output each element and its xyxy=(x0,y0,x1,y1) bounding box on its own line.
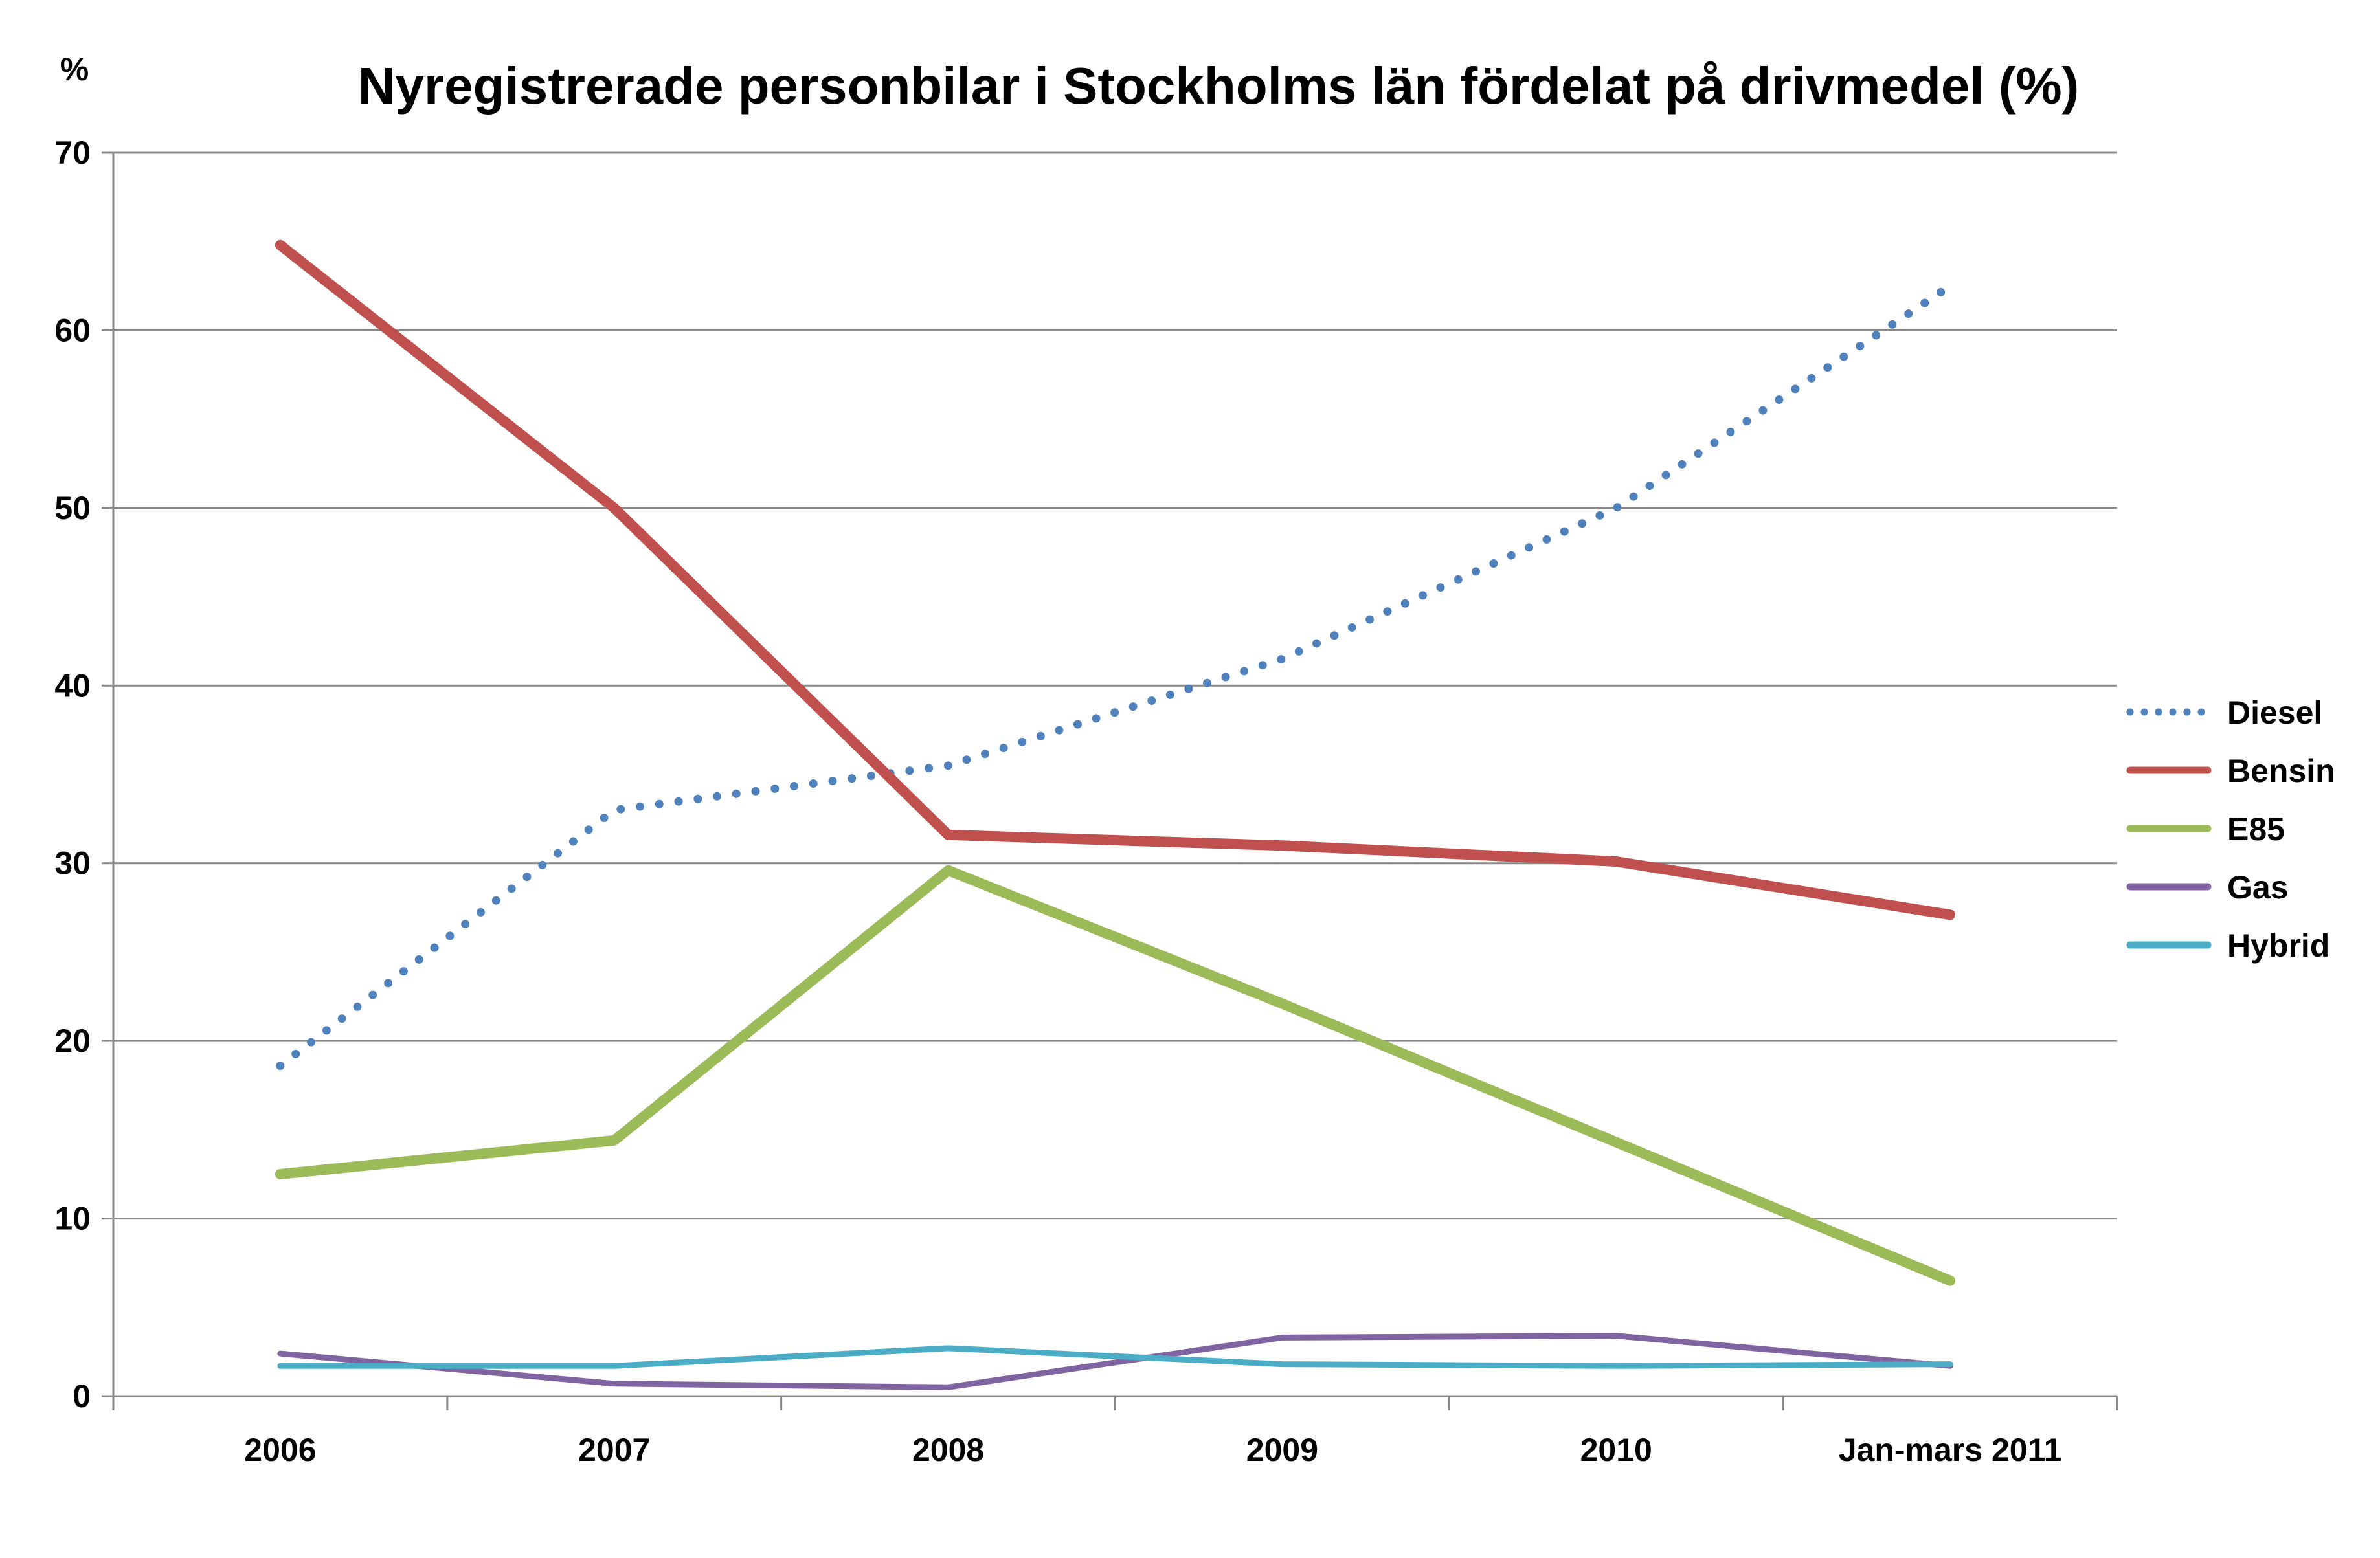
x-tick-labels: 2006 2007 2008 2009 2010 Jan-mars 2011 xyxy=(244,1432,2061,1468)
y-tick-label: 0 xyxy=(73,1378,91,1414)
legend: Diesel Bensin E85 Gas Hybrid xyxy=(2126,695,2335,964)
y-axis-label: % xyxy=(60,51,89,87)
y-tick-label: 30 xyxy=(54,845,91,882)
chart-title: Nyregistrerade personbilar i Stockholms … xyxy=(358,57,2080,115)
y-tick-label: 60 xyxy=(54,312,91,348)
y-tick-labels: 0 10 20 30 40 50 60 70 xyxy=(54,135,91,1414)
series-line-e85 xyxy=(275,865,1956,1286)
axes xyxy=(102,151,2118,1410)
series-line-gas xyxy=(277,1333,1953,1390)
gridlines xyxy=(113,151,2117,1220)
series-line-bensin xyxy=(275,239,1956,920)
legend-label-gas: Gas xyxy=(2227,869,2289,906)
x-tick-label: 2006 xyxy=(244,1432,316,1468)
y-tick-label: 50 xyxy=(54,490,91,526)
legend-label-bensin: Bensin xyxy=(2227,753,2335,789)
y-tick-label: 20 xyxy=(54,1023,91,1059)
series-lines xyxy=(275,239,1956,1390)
x-tick-label: Jan-mars 2011 xyxy=(1839,1432,2062,1468)
y-tick-label: 10 xyxy=(54,1201,91,1237)
y-tick-label: 70 xyxy=(54,135,91,171)
x-tick-label: 2010 xyxy=(1580,1432,1652,1468)
series-line-hybrid xyxy=(277,1345,1953,1369)
legend-label-hybrid: Hybrid xyxy=(2227,928,2329,964)
x-tick-label: 2009 xyxy=(1246,1432,1318,1468)
legend-label-e85: E85 xyxy=(2227,811,2285,847)
y-tick-label: 40 xyxy=(54,667,91,704)
legend-label-diesel: Diesel xyxy=(2227,695,2322,731)
x-tick-label: 2008 xyxy=(912,1432,984,1468)
x-tick-label: 2007 xyxy=(578,1432,650,1468)
series-line-diesel xyxy=(276,282,1955,1071)
